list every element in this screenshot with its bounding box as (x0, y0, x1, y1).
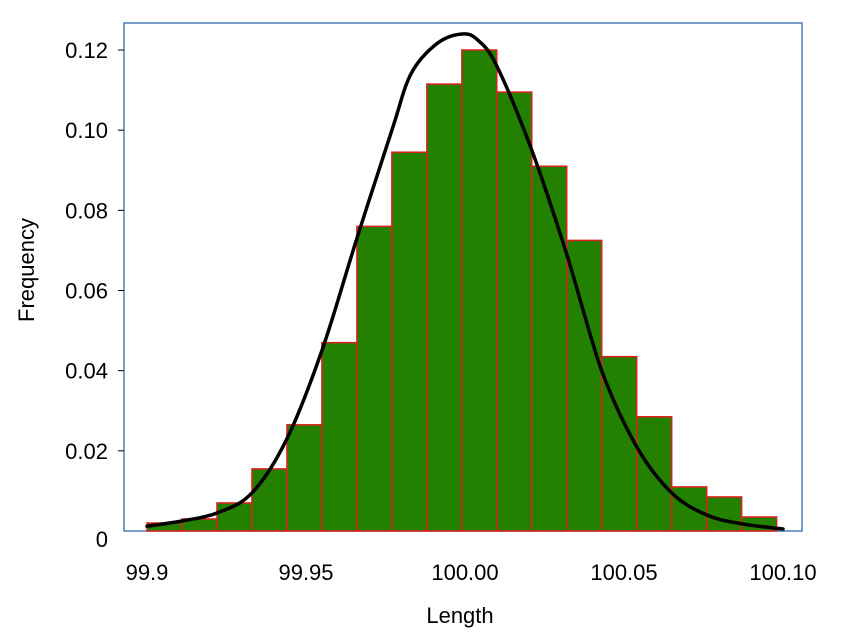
y-tick-label: 0.12 (65, 38, 108, 63)
histogram-bar-10 (496, 91, 533, 532)
histogram-bar-4 (286, 424, 323, 532)
histogram-bar-15 (670, 486, 708, 532)
normal-fit-curve (145, 32, 785, 531)
histogram-bar-6 (356, 225, 393, 532)
x-axis-title: Length (426, 603, 493, 628)
x-tick-label: 99.9 (126, 560, 169, 585)
x-tick-label: 99.95 (278, 560, 333, 585)
x-axis: 99.9 99.95 100.00 100.05 100.10 (126, 560, 817, 585)
x-tick-label: 100.10 (749, 560, 816, 585)
x-tick-label: 100.00 (431, 560, 498, 585)
histogram-bar-3 (251, 468, 288, 532)
y-tick-label: 0.02 (65, 439, 108, 464)
histogram-bar-7 (391, 151, 428, 532)
histogram-bar-16 (705, 496, 743, 532)
y-tick-label: 0 (96, 527, 108, 552)
y-tick-label: 0.08 (65, 198, 108, 223)
y-tick-label: 0.06 (65, 279, 108, 304)
histogram-bar-12 (566, 239, 603, 532)
histogram-bar-8 (426, 83, 463, 532)
histogram-bar-5 (321, 341, 358, 532)
y-axis: 0 0.02 0.04 0.06 0.08 0.10 0.12 (65, 38, 124, 552)
histogram-bars (146, 49, 778, 532)
x-tick-label: 100.05 (590, 560, 657, 585)
histogram-bar-11 (531, 165, 568, 532)
y-axis-title: Frequency (14, 218, 39, 322)
y-tick-label: 0.10 (65, 118, 108, 143)
histogram-bar-14 (635, 416, 673, 532)
histogram-bar-9 (461, 49, 498, 532)
y-tick-label: 0.04 (65, 359, 108, 384)
